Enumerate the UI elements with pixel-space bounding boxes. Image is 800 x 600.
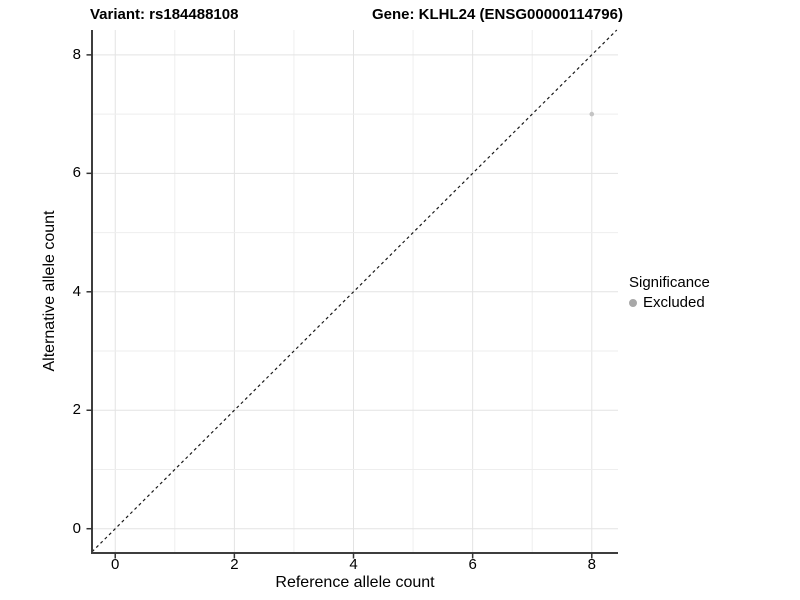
x-tick-label: 0 <box>111 556 120 573</box>
plot-panel <box>86 29 618 559</box>
legend-dot-icon <box>629 299 637 307</box>
plot-title-gene: Gene: KLHL24 (ENSG00000114796) <box>372 6 623 23</box>
x-tick-label: 4 <box>349 556 358 573</box>
legend: Significance Excluded <box>629 274 710 312</box>
y-tick-label: 6 <box>72 164 81 182</box>
y-tick-label: 4 <box>72 282 81 300</box>
y-tick-label: 2 <box>72 401 81 419</box>
legend-title: Significance <box>629 274 710 291</box>
legend-item-excluded: Excluded <box>629 294 710 312</box>
plot-title-variant: Variant: rs184488108 <box>90 6 239 23</box>
y-tick-label: 0 <box>72 519 81 537</box>
x-tick-label: 8 <box>587 556 596 573</box>
data-point <box>589 111 595 117</box>
x-tick-label: 6 <box>468 556 477 573</box>
identity-line <box>91 29 618 553</box>
plot-canvas <box>86 29 618 559</box>
y-tick-label: 8 <box>72 45 81 63</box>
legend-item-label: Excluded <box>643 294 705 311</box>
x-axis-title: Reference allele count <box>275 574 435 591</box>
x-tick-label: 2 <box>230 556 239 573</box>
